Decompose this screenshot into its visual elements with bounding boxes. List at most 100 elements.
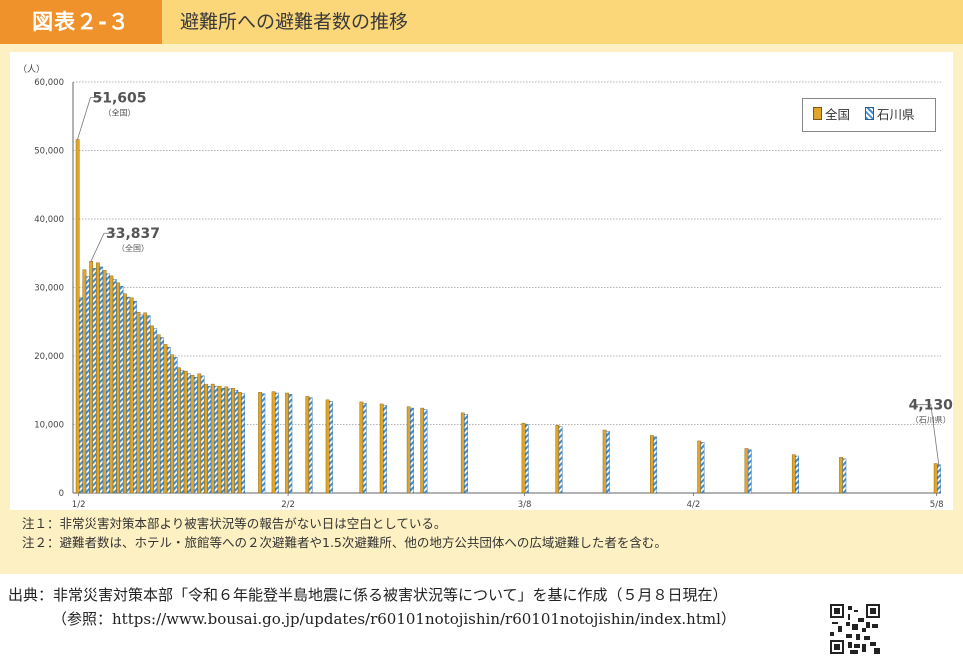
bar-national: [744, 448, 749, 494]
bar-national: [116, 282, 121, 494]
bar-national: [150, 325, 154, 494]
bar-national: [602, 429, 607, 494]
bar-national: [325, 399, 330, 494]
y-tick-label: 50,000: [34, 147, 64, 157]
y-tick-label: 40,000: [34, 215, 64, 225]
bar-ishikawa: [193, 377, 198, 494]
y-tick-label: 10,000: [34, 421, 64, 431]
bar-ishikawa: [558, 426, 563, 494]
bar-ishikawa: [329, 401, 333, 494]
bar-national: [305, 396, 310, 494]
source-citation: 出典：非常災害対策本部「令和６年能登半島地震に係る被害状況等について」を基に作成…: [8, 583, 736, 631]
bar-ishikawa: [207, 385, 212, 494]
bar-ishikawa: [524, 424, 529, 494]
source-line-2[interactable]: （参照：https://www.bousai.go.jp/updates/r60…: [52, 610, 736, 628]
annotation-leader: [913, 404, 940, 465]
bar-ishikawa: [112, 279, 117, 494]
bar-ishikawa: [200, 375, 205, 494]
bar-ishikawa: [383, 405, 387, 494]
bar-national: [359, 401, 364, 494]
bar-ishikawa: [180, 370, 185, 494]
y-tick-label: 0: [59, 489, 64, 499]
evacuee-bar-chart: （人） 0 10,000 20,000 30,000 40,000 50,000 60,000…: [18, 64, 953, 510]
bar-national: [89, 261, 94, 494]
annotation-series: （石川県）: [911, 416, 951, 425]
bar-national: [183, 370, 188, 494]
legend-item-ishikawa: 石川県: [865, 107, 915, 123]
note-2: 注２：避難者数は、ホテル・旅館等への２次避難者や1.5次避難所、他の地方公共団体…: [22, 535, 667, 550]
bar-ishikawa: [227, 388, 232, 494]
annotation-series: （全国）: [117, 243, 149, 253]
bar-national: [109, 275, 114, 494]
bar-ishikawa: [160, 337, 164, 494]
chart-legend: 全国 石川県: [802, 98, 936, 132]
annotation-leader: [90, 232, 117, 262]
bar-national: [521, 422, 526, 494]
bar-ishikawa: [261, 393, 266, 494]
bar-ishikawa: [937, 464, 941, 494]
bar-ishikawa: [464, 414, 468, 494]
grid-lines: [73, 81, 941, 425]
bar-ishikawa: [410, 407, 414, 494]
bar-national: [791, 454, 796, 494]
bar-national: [217, 385, 222, 494]
bar-ishikawa: [308, 397, 313, 494]
bar-national: [156, 334, 161, 494]
bar-ishikawa: [700, 442, 705, 494]
x-tick-label: 3/8: [518, 500, 532, 510]
legend-swatch-ishikawa: [865, 107, 874, 120]
annotation-value: 33,837: [106, 226, 160, 242]
bar-national: [460, 412, 465, 494]
bar-national: [237, 392, 242, 494]
x-tick-label: 1/2: [72, 500, 86, 510]
figure-label: 図表２-３: [0, 0, 162, 44]
x-tick-label: 2/2: [281, 500, 295, 510]
bar-ishikawa: [85, 276, 90, 494]
bar-national: [258, 392, 262, 494]
bar-ishikawa: [275, 392, 279, 494]
bar-national: [555, 424, 560, 494]
bar-ishikawa: [173, 357, 178, 494]
bar-ishikawa: [234, 390, 239, 494]
x-tick-label: 5/8: [930, 500, 944, 510]
bar-ishikawa: [153, 328, 158, 494]
bar-national: [190, 374, 195, 494]
bars: [75, 139, 941, 494]
bar-ishikawa: [139, 314, 144, 494]
bar-ishikawa: [606, 431, 610, 494]
bar-national: [231, 387, 235, 494]
figure-title: 避難所への避難者数の推移: [180, 11, 409, 33]
bar-ishikawa: [146, 315, 151, 494]
bar-national: [271, 391, 276, 494]
bar-ishikawa: [106, 273, 110, 494]
bar-national: [379, 403, 384, 494]
bar-ishikawa: [92, 268, 97, 494]
bar-national: [143, 312, 148, 494]
bar-ishikawa: [133, 300, 137, 494]
annotation-leader: [77, 97, 103, 140]
bar-ishikawa: [241, 393, 245, 494]
y-tick-label: 20,000: [34, 352, 64, 362]
bar-national: [204, 383, 208, 494]
annotation-series: （全国）: [104, 108, 136, 118]
bar-ishikawa: [166, 346, 171, 494]
bar-national: [697, 440, 702, 494]
chart-area: （人） 0 10,000 20,000 30,000 40,000 50,000 60,000…: [10, 52, 953, 510]
bar-ishikawa: [99, 266, 104, 494]
note-1: 注１：非常災害対策本部より被害状況等の報告がない日は空白としている。: [22, 516, 447, 531]
qr-code-icon[interactable]: [830, 604, 880, 654]
legend-item-national: 全国: [813, 107, 850, 123]
bar-ishikawa: [362, 403, 367, 494]
bar-ishikawa: [653, 436, 658, 494]
bar-national: [102, 270, 107, 494]
y-tick-label: 30,000: [34, 284, 64, 294]
bar-ishikawa: [842, 458, 847, 494]
bar-ishikawa: [795, 455, 799, 494]
bar-national: [224, 386, 229, 494]
bar-ishikawa: [214, 385, 218, 494]
bar-national: [420, 407, 425, 494]
bar-national: [285, 392, 289, 494]
bar-national: [933, 463, 938, 494]
bar-national: [129, 297, 134, 494]
bar-national: [170, 354, 175, 494]
